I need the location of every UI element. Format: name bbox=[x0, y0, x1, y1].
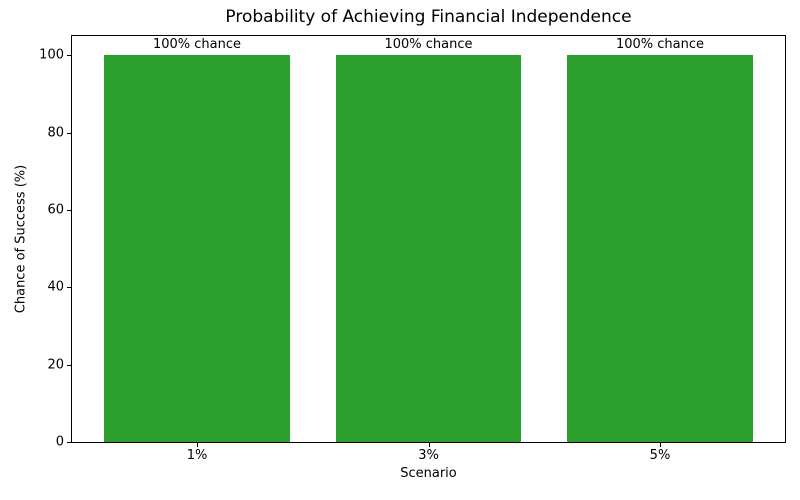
y-tick bbox=[67, 210, 71, 211]
x-tick-label: 3% bbox=[418, 448, 439, 463]
y-tick bbox=[67, 442, 71, 443]
x-tick bbox=[428, 443, 430, 447]
bar bbox=[335, 55, 522, 442]
bar-value-label: 100% chance bbox=[615, 37, 704, 53]
x-tick bbox=[197, 443, 198, 447]
bar bbox=[104, 55, 290, 442]
y-tick bbox=[67, 287, 71, 289]
chart-title: Probability of Achieving Financial Indep… bbox=[225, 7, 632, 27]
y-tick bbox=[67, 132, 71, 134]
y-tick-label: 100 bbox=[39, 47, 64, 63]
bar-value-label: 100% chance bbox=[384, 37, 473, 53]
y-tick bbox=[67, 364, 71, 366]
y-tick-label: 20 bbox=[47, 357, 64, 373]
y-tick-label: 40 bbox=[47, 279, 64, 295]
x-tick bbox=[659, 443, 661, 447]
bar bbox=[567, 55, 753, 442]
plot-area: 100% chance 100% chance 100% chance bbox=[71, 35, 786, 443]
y-tick-label: 60 bbox=[47, 202, 64, 218]
y-tick bbox=[67, 55, 71, 57]
x-tick-label: 1% bbox=[186, 448, 208, 463]
y-tick-label: 80 bbox=[47, 125, 64, 141]
x-tick-label: 5% bbox=[649, 448, 671, 463]
y-tick-label: 0 bbox=[55, 434, 64, 450]
bar-value-label: 100% chance bbox=[152, 37, 242, 53]
x-axis-label: Scenario bbox=[400, 466, 457, 481]
